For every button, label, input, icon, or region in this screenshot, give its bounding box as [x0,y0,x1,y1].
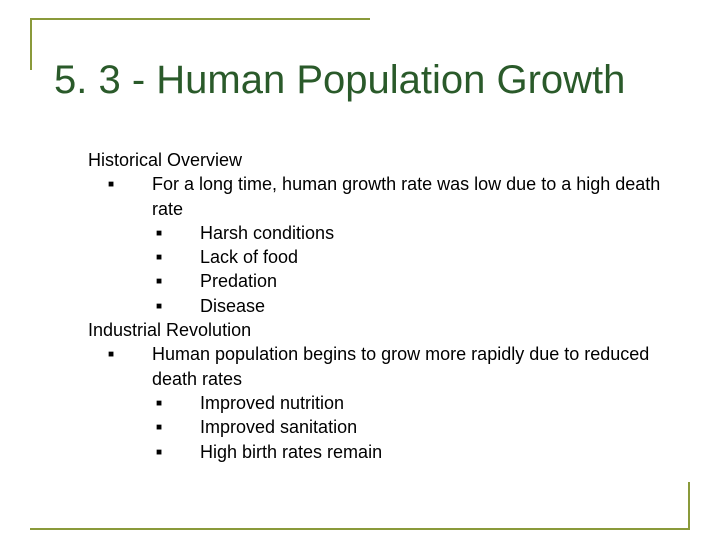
list-item-text: Harsh conditions [200,221,680,245]
list-item-text: Improved sanitation [200,415,680,439]
list-item: ■ Lack of food [156,245,680,269]
list-item-text: Improved nutrition [200,391,680,415]
bullet-icon: ■ [156,269,200,293]
slide-title: 5. 3 - Human Population Growth [54,58,625,103]
section-heading: Industrial Revolution [88,318,680,342]
list-item: ■ For a long time, human growth rate was… [108,172,680,221]
bullet-icon: ■ [108,172,152,221]
list-item: ■ Disease [156,294,680,318]
bullet-icon: ■ [156,294,200,318]
list-item: ■ High birth rates remain [156,440,680,464]
list-item-text: For a long time, human growth rate was l… [152,172,680,221]
list-item: ■ Predation [156,269,680,293]
frame-border-bottom [30,528,690,530]
list-item-text: Disease [200,294,680,318]
list-item-text: Human population begins to grow more rap… [152,342,680,391]
frame-border-top [30,18,370,20]
frame-border-left [30,18,32,70]
bullet-icon: ■ [156,245,200,269]
list-item-text: Lack of food [200,245,680,269]
list-item: ■ Human population begins to grow more r… [108,342,680,391]
list-item-text: High birth rates remain [200,440,680,464]
bullet-icon: ■ [156,415,200,439]
slide-content: Historical Overview ■ For a long time, h… [88,148,680,464]
list-item: ■ Improved nutrition [156,391,680,415]
frame-border-right [688,482,690,530]
section-heading: Historical Overview [88,148,680,172]
bullet-icon: ■ [108,342,152,391]
list-item-text: Predation [200,269,680,293]
list-item: ■ Harsh conditions [156,221,680,245]
list-item: ■ Improved sanitation [156,415,680,439]
bullet-icon: ■ [156,440,200,464]
bullet-icon: ■ [156,221,200,245]
bullet-icon: ■ [156,391,200,415]
